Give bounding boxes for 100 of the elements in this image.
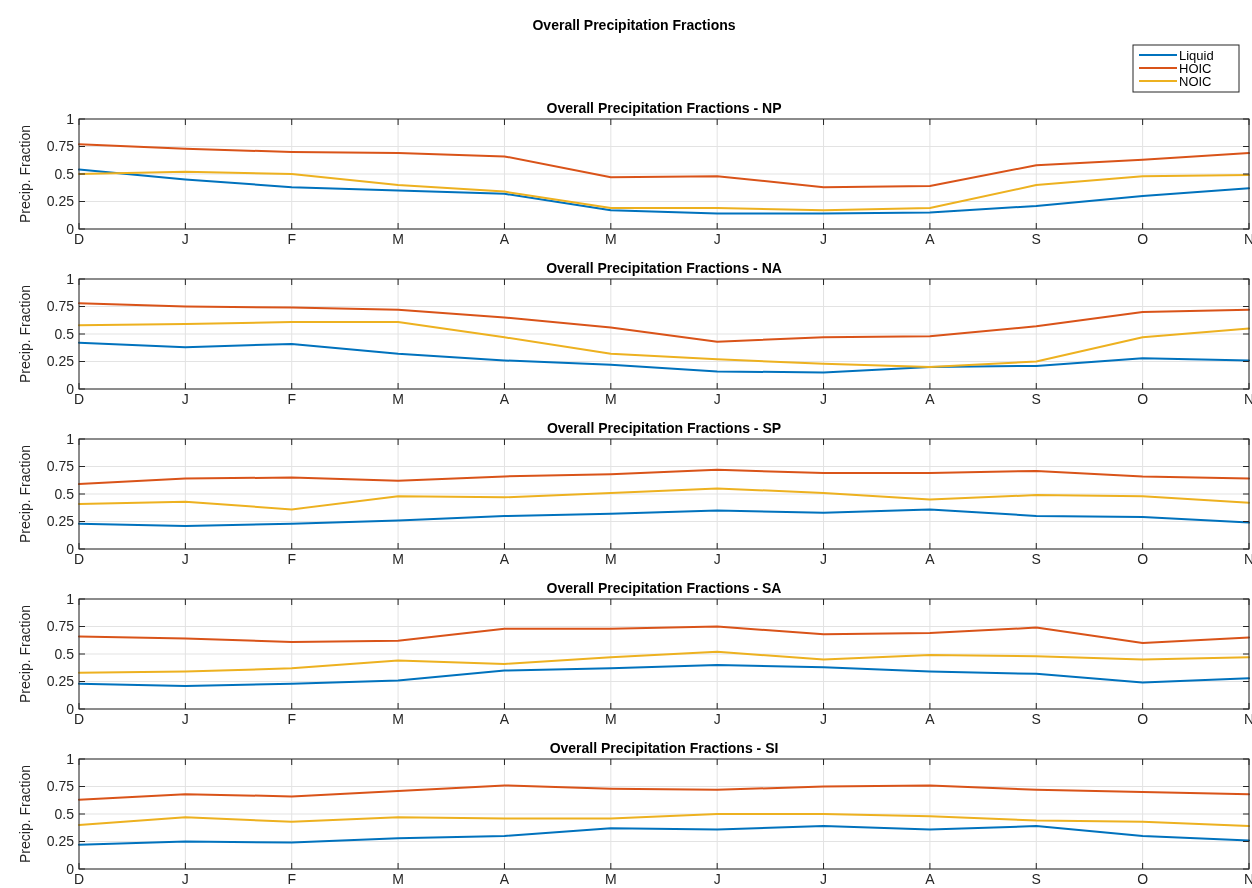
x-tick-label: M bbox=[392, 551, 404, 567]
legend-label: Liquid bbox=[1179, 47, 1214, 63]
x-tick-label: J bbox=[713, 231, 721, 247]
x-tick-label: J bbox=[820, 711, 828, 727]
x-tick-label: M bbox=[604, 551, 617, 567]
line-series bbox=[78, 825, 1250, 846]
x-tick-label: M bbox=[392, 871, 404, 887]
y-tick-label: 0.25 bbox=[46, 513, 75, 530]
x-tick-label: N bbox=[1243, 231, 1252, 247]
x-tick-label: O bbox=[1137, 551, 1149, 567]
x-tick-label: A bbox=[925, 871, 936, 887]
x-tick-label: J bbox=[181, 551, 189, 567]
x-tick-label: O bbox=[1137, 871, 1149, 887]
chart-title: Overall Precipitation Fractions - SP bbox=[546, 420, 782, 436]
x-tick-label: M bbox=[604, 711, 617, 727]
y-tick-label: 1 bbox=[66, 270, 75, 287]
x-tick-label: D bbox=[73, 871, 85, 887]
x-tick-label: S bbox=[1031, 391, 1041, 407]
chart-title: Overall Precipitation Fractions - NA bbox=[546, 260, 782, 276]
x-tick-label: S bbox=[1031, 231, 1041, 247]
x-tick-label: M bbox=[392, 391, 404, 407]
line-series bbox=[78, 341, 1250, 374]
y-axis-title: Precip. Fraction bbox=[17, 444, 33, 544]
y-tick-label: 0 bbox=[66, 700, 75, 717]
y-tick-label: 0.5 bbox=[54, 485, 75, 502]
x-tick-label: F bbox=[287, 231, 297, 247]
y-tick-label: 1 bbox=[66, 430, 75, 447]
x-tick-label: S bbox=[1031, 551, 1041, 567]
y-tick-label: 0.75 bbox=[46, 298, 75, 315]
y-tick-label: 0 bbox=[66, 220, 75, 237]
x-tick-label: F bbox=[287, 871, 297, 887]
x-tick-label: F bbox=[287, 391, 297, 407]
y-axis-title: Precip. Fraction bbox=[17, 124, 33, 224]
y-tick-label: 0.75 bbox=[46, 458, 75, 475]
line-series bbox=[78, 487, 1250, 511]
x-tick-label: J bbox=[820, 551, 828, 567]
x-tick-label: J bbox=[713, 551, 721, 567]
y-tick-label: 0 bbox=[66, 540, 75, 557]
x-tick-label: J bbox=[181, 711, 189, 727]
line-series bbox=[78, 650, 1250, 674]
y-tick-label: 0.25 bbox=[46, 673, 75, 690]
y-tick-label: 1 bbox=[66, 590, 75, 607]
line-series bbox=[78, 784, 1250, 801]
line-series bbox=[78, 664, 1250, 687]
x-tick-label: D bbox=[73, 551, 85, 567]
y-axis-title: Precip. Fraction bbox=[17, 764, 33, 864]
x-tick-label: A bbox=[925, 391, 936, 407]
y-axis-title: Precip. Fraction bbox=[17, 604, 33, 704]
x-tick-label: N bbox=[1243, 711, 1252, 727]
x-tick-label: J bbox=[713, 871, 721, 887]
x-tick-label: F bbox=[287, 551, 297, 567]
chart-title: Overall Precipitation Fractions - NP bbox=[546, 100, 782, 116]
y-tick-label: 1 bbox=[66, 750, 75, 767]
x-tick-label: J bbox=[820, 231, 828, 247]
y-tick-label: 0.75 bbox=[46, 618, 75, 635]
chart-title: Overall Precipitation Fractions - SA bbox=[546, 580, 782, 596]
x-tick-label: A bbox=[499, 711, 510, 727]
line-series bbox=[78, 143, 1250, 189]
x-tick-label: J bbox=[713, 711, 721, 727]
line-series bbox=[78, 302, 1250, 343]
x-tick-label: N bbox=[1243, 551, 1252, 567]
y-tick-label: 0 bbox=[66, 860, 75, 877]
y-tick-label: 0.75 bbox=[46, 778, 75, 795]
x-tick-label: N bbox=[1243, 871, 1252, 887]
y-tick-label: 0.5 bbox=[54, 645, 75, 662]
x-tick-label: J bbox=[181, 231, 189, 247]
x-tick-label: O bbox=[1137, 711, 1149, 727]
y-tick-label: 0.75 bbox=[46, 138, 75, 155]
x-tick-label: N bbox=[1243, 391, 1252, 407]
x-tick-label: D bbox=[73, 711, 85, 727]
x-tick-label: J bbox=[181, 391, 189, 407]
legend-label: NOIC bbox=[1179, 73, 1212, 89]
line-series bbox=[78, 813, 1250, 828]
x-tick-label: D bbox=[73, 231, 85, 247]
x-tick-label: M bbox=[604, 391, 617, 407]
y-tick-label: 0.5 bbox=[54, 805, 75, 822]
x-tick-label: J bbox=[820, 391, 828, 407]
y-tick-label: 1 bbox=[66, 110, 75, 127]
x-tick-label: S bbox=[1031, 871, 1041, 887]
x-tick-label: M bbox=[392, 231, 404, 247]
y-axis-title: Precip. Fraction bbox=[17, 284, 33, 384]
x-tick-label: D bbox=[73, 391, 85, 407]
text: Overall Precipitation Fractions bbox=[532, 17, 736, 33]
y-tick-label: 0.25 bbox=[46, 833, 75, 850]
line-series bbox=[78, 320, 1250, 368]
x-tick-label: A bbox=[925, 231, 936, 247]
x-tick-label: A bbox=[499, 871, 510, 887]
x-tick-label: A bbox=[499, 391, 510, 407]
x-tick-label: A bbox=[499, 231, 510, 247]
x-tick-label: J bbox=[713, 391, 721, 407]
x-tick-label: J bbox=[820, 871, 828, 887]
x-tick-label: A bbox=[925, 711, 936, 727]
x-tick-label: A bbox=[499, 551, 510, 567]
x-tick-label: M bbox=[392, 711, 404, 727]
line-series bbox=[78, 508, 1250, 527]
y-tick-label: 0.5 bbox=[54, 165, 75, 182]
x-tick-label: O bbox=[1137, 391, 1149, 407]
x-tick-label: J bbox=[181, 871, 189, 887]
x-tick-label: F bbox=[287, 711, 297, 727]
y-tick-label: 0.25 bbox=[46, 353, 75, 370]
